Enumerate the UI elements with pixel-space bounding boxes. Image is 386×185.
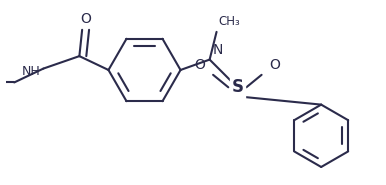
Text: NH: NH — [22, 65, 41, 78]
Text: CH₃: CH₃ — [218, 15, 240, 28]
Text: O: O — [195, 58, 205, 72]
Text: O: O — [269, 58, 280, 72]
Text: O: O — [80, 12, 91, 26]
Text: N: N — [212, 43, 223, 57]
Text: S: S — [231, 78, 243, 96]
